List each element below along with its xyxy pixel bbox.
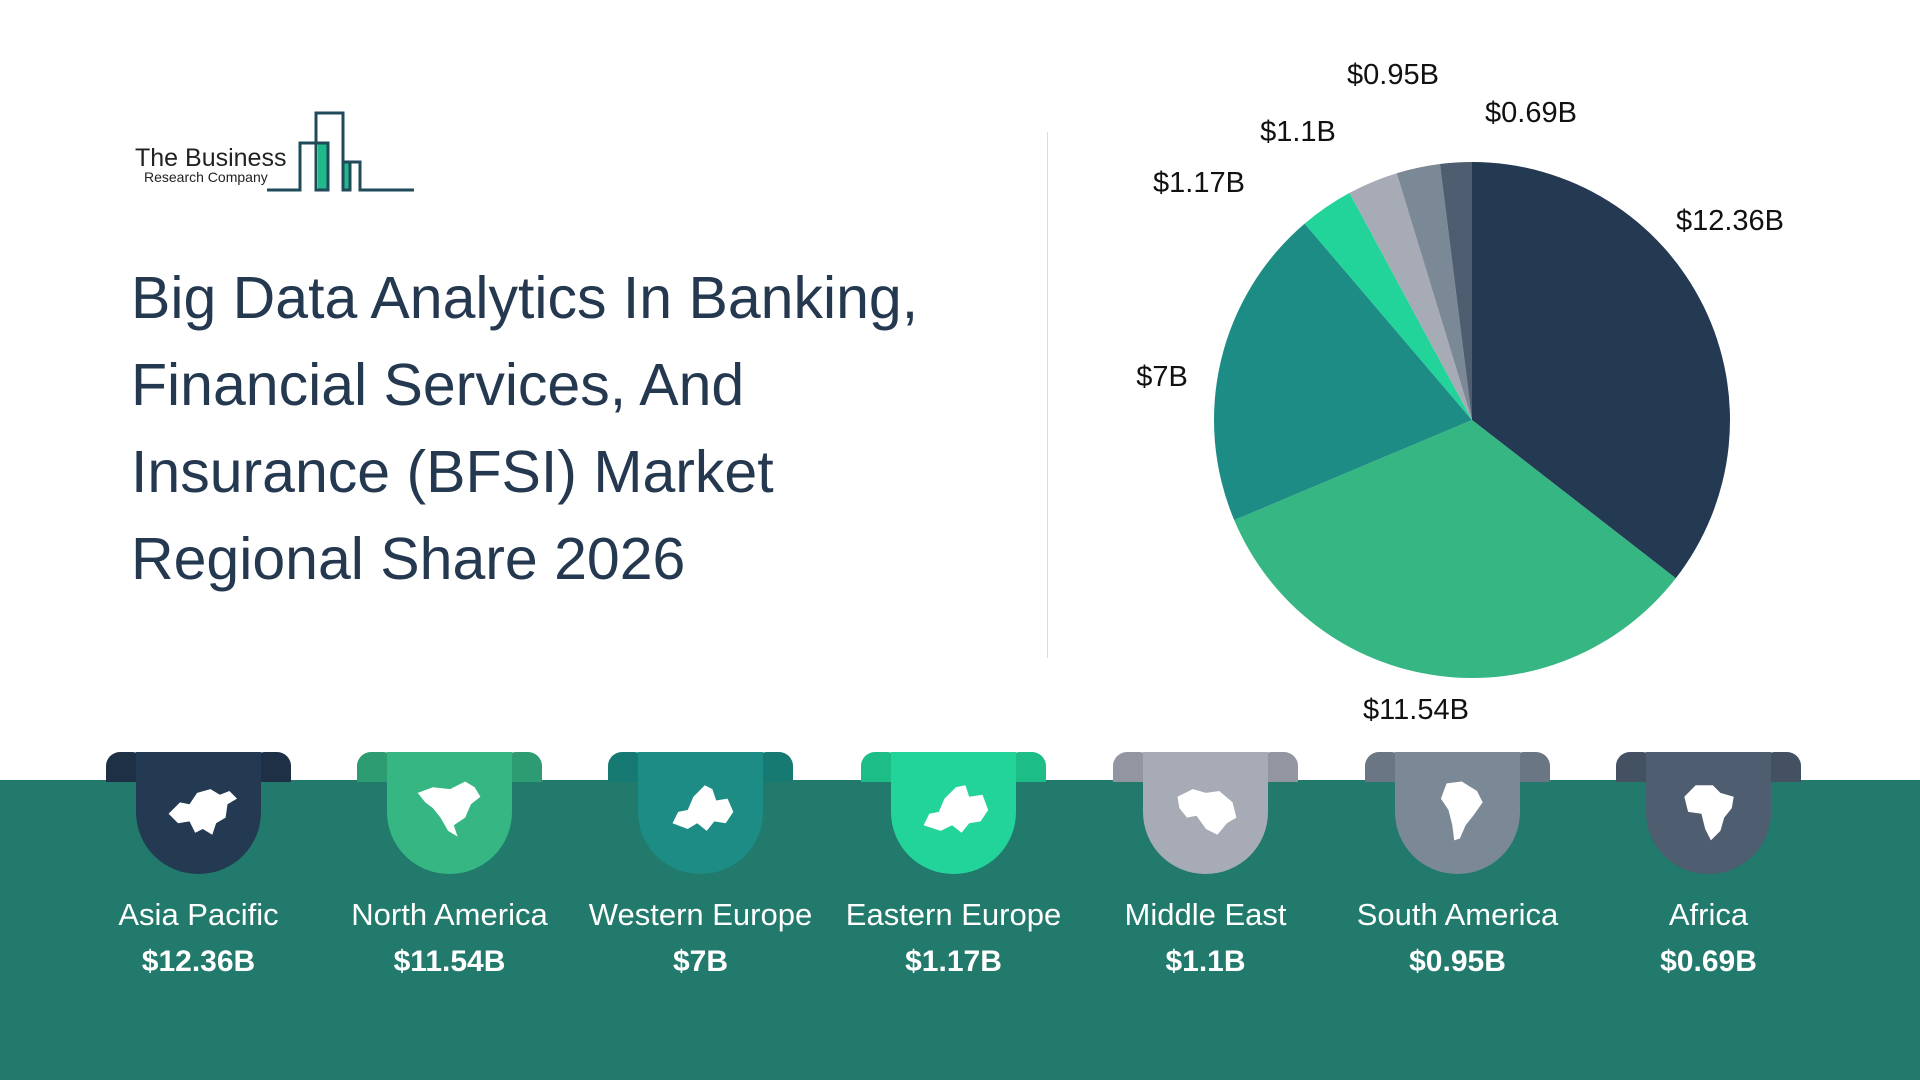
pie-data-label: $11.54B — [1363, 694, 1469, 726]
region-value: $1.1B — [1165, 945, 1246, 978]
pie-data-label: $1.1B — [1260, 116, 1336, 148]
pie-data-label: $12.36B — [1676, 205, 1784, 237]
pie-data-label: $1.17B — [1153, 167, 1245, 199]
pie-slice-asia-pacific — [1472, 162, 1731, 579]
region-name: North America — [351, 897, 548, 932]
region-name: South America — [1356, 897, 1559, 932]
ribbon-tab — [1143, 752, 1268, 874]
page-title: Big Data Analytics In Banking, Financial… — [131, 265, 919, 592]
pie-slice-eastern-europe — [1304, 192, 1472, 420]
pie-data-label: $7B — [1136, 361, 1188, 393]
pie-chart: $12.36B $11.54B $7B $1.17B $1.1B $0.95B $0.69B — [1136, 59, 1784, 726]
region-name: Middle East — [1124, 897, 1287, 932]
ribbon-tab — [136, 752, 261, 874]
ribbon-tab — [1395, 752, 1520, 874]
pie-slice-western-europe — [1214, 223, 1472, 521]
north-america-map-icon — [417, 781, 481, 837]
divider — [1047, 132, 1048, 658]
region-name: Eastern Europe — [845, 897, 1062, 932]
region-value: $0.69B — [1660, 945, 1757, 978]
ribbon-tab — [387, 752, 512, 874]
ribbon-tab — [638, 752, 763, 874]
pie-slice-north-america — [1234, 420, 1676, 678]
pie-data-label: $0.69B — [1485, 97, 1577, 129]
ribbon-tab — [891, 752, 1016, 874]
region-value: $0.95B — [1409, 945, 1506, 978]
region-value: $11.54B — [393, 945, 506, 978]
region-value: $7B — [672, 945, 729, 978]
pie-data-label: $0.95B — [1347, 59, 1439, 91]
pie-slice-south-america — [1396, 163, 1472, 420]
region-name: Asia Pacific — [118, 897, 279, 932]
pie-slice-middle-east — [1349, 173, 1472, 420]
ribbon-tab — [1646, 752, 1771, 874]
region-name: Western Europe — [588, 897, 813, 932]
region-name: Africa — [1668, 897, 1749, 932]
logo-line1: The Business — [135, 144, 286, 172]
region-value: $12.36B — [141, 945, 256, 978]
middle-east-map-icon — [1177, 789, 1237, 835]
company-logo: The Business Research Company — [130, 108, 430, 203]
logo-line2: Research Company — [144, 169, 268, 185]
eastern-europe-map-icon — [923, 785, 989, 833]
pie-slice-africa — [1439, 162, 1472, 420]
region-value: $1.17B — [905, 945, 1002, 978]
asia-map-icon — [168, 789, 237, 835]
africa-map-icon — [1684, 785, 1734, 841]
western-europe-map-icon — [672, 785, 734, 831]
south-america-map-icon — [1440, 781, 1483, 841]
